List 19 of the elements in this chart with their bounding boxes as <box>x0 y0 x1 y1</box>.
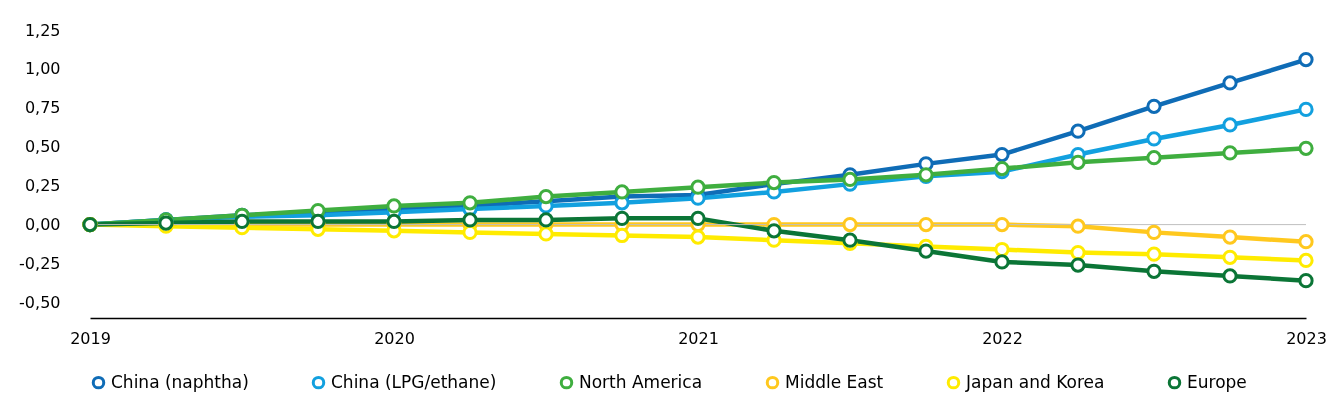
y-tick-label: 0,00 <box>24 215 61 235</box>
y-tick-label: -0,50 <box>19 292 61 312</box>
y-tick-label: 0,25 <box>24 176 61 196</box>
y-tick-label: -0,25 <box>19 254 61 274</box>
y-tick-label: 1,25 <box>24 20 61 40</box>
legend-label: North America <box>579 371 703 392</box>
legend-label: China (LPG/ethane) <box>331 371 497 392</box>
y-tick-label: 0,75 <box>24 98 61 118</box>
x-tick-label: 2019 <box>70 328 111 348</box>
x-tick-label: 2023 <box>1286 328 1327 348</box>
legend-label: Middle East <box>785 371 884 392</box>
y-tick-label: 1,00 <box>24 59 61 79</box>
y-tick-label: 0,50 <box>24 137 61 157</box>
x-tick-label: 2020 <box>374 328 415 348</box>
x-tick-label: 2021 <box>678 328 719 348</box>
legend-label: Japan and Korea <box>965 371 1105 392</box>
x-tick-label: 2022 <box>982 328 1023 348</box>
legend-label: China (naphtha) <box>111 371 249 392</box>
legend-label: Europe <box>1187 371 1247 392</box>
